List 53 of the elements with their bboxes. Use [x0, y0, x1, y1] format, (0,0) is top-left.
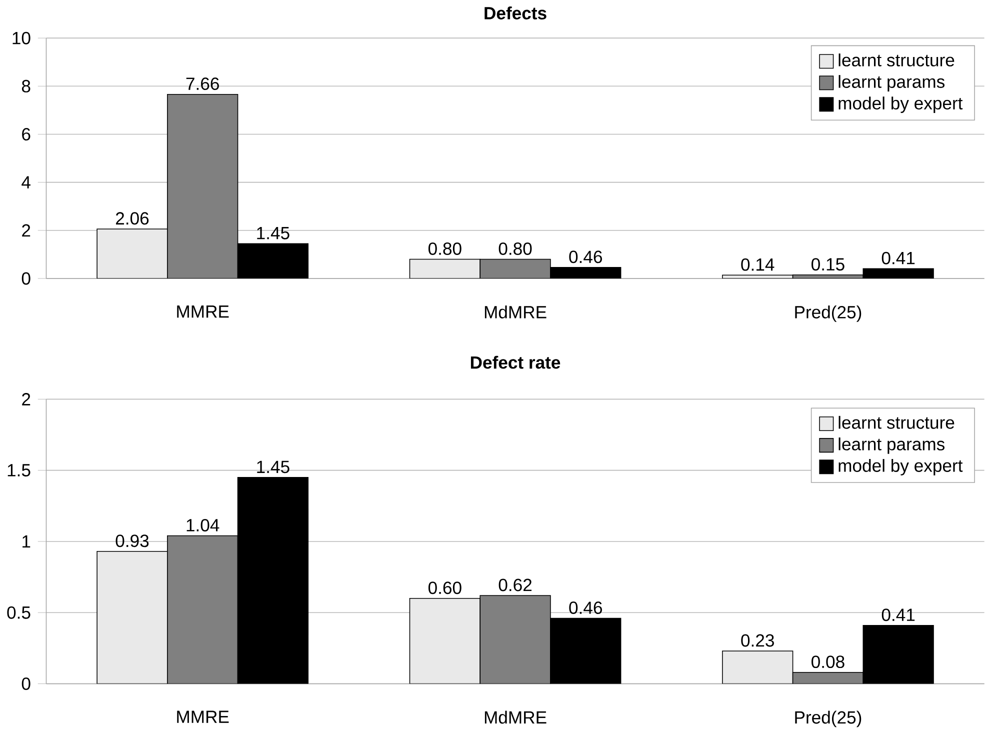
- y-tick-label: 1: [22, 536, 30, 548]
- legend-label: learnt structure: [838, 54, 954, 67]
- data-label: 7.66: [186, 78, 219, 90]
- y-tick-label: 0: [22, 272, 30, 285]
- bar: [792, 672, 864, 684]
- legend-label: model by expert: [838, 459, 963, 476]
- data-label: 1.45: [257, 227, 290, 240]
- x-tick-label: Pred(25): [795, 306, 862, 322]
- x-tick-label: Pred(25): [795, 710, 862, 728]
- x-tick-label: MMRE: [177, 710, 229, 724]
- y-tick-label: 0.5: [7, 606, 30, 619]
- bar: [96, 228, 168, 279]
- x-tick-label: MdMRE: [484, 306, 546, 319]
- data-label: 0.41: [882, 608, 915, 622]
- data-label: 0.80: [428, 242, 462, 256]
- y-tick-label: 8: [22, 80, 30, 93]
- data-label: 2.06: [116, 212, 149, 225]
- data-label: 0.15: [812, 258, 844, 271]
- data-label: 0.14: [741, 258, 774, 271]
- legend-label: learnt params: [838, 438, 944, 454]
- y-tick-label: 1.5: [8, 464, 30, 477]
- data-label: 0.08: [812, 656, 844, 668]
- y-tick-label: 2: [22, 393, 30, 406]
- bar: [480, 595, 551, 684]
- data-label: 0.23: [741, 634, 774, 647]
- bar: [480, 259, 551, 279]
- y-tick-label: 2: [22, 224, 30, 237]
- data-label: 1.45: [257, 460, 290, 474]
- legend-label: model by expert: [838, 96, 963, 114]
- y-tick-label: 0: [22, 678, 30, 690]
- data-label: 0.80: [498, 242, 532, 256]
- data-label: 0.60: [428, 582, 462, 594]
- bar: [722, 650, 794, 684]
- chart-title: Defect rate: [470, 356, 560, 369]
- data-label: 0.46: [569, 250, 602, 264]
- data-label: 1.04: [186, 519, 220, 532]
- bar: [409, 598, 480, 684]
- y-tick-label: 6: [22, 128, 30, 141]
- x-tick-label: MMRE: [177, 306, 229, 318]
- data-label: 0.41: [882, 252, 915, 264]
- legend-label: learnt structure: [838, 416, 954, 430]
- data-label: 0.62: [498, 578, 532, 592]
- bar: [167, 94, 238, 279]
- data-label: 0.93: [116, 534, 149, 548]
- chart-title: Defects: [484, 6, 546, 20]
- bar: [96, 551, 168, 684]
- y-tick-label: 10: [12, 32, 30, 44]
- y-tick-label: 4: [22, 176, 30, 189]
- bar: [167, 536, 238, 684]
- bar: [409, 259, 480, 279]
- legend-label: learnt params: [838, 75, 944, 92]
- x-tick-label: MdMRE: [484, 710, 546, 724]
- data-label: 0.46: [569, 602, 602, 614]
